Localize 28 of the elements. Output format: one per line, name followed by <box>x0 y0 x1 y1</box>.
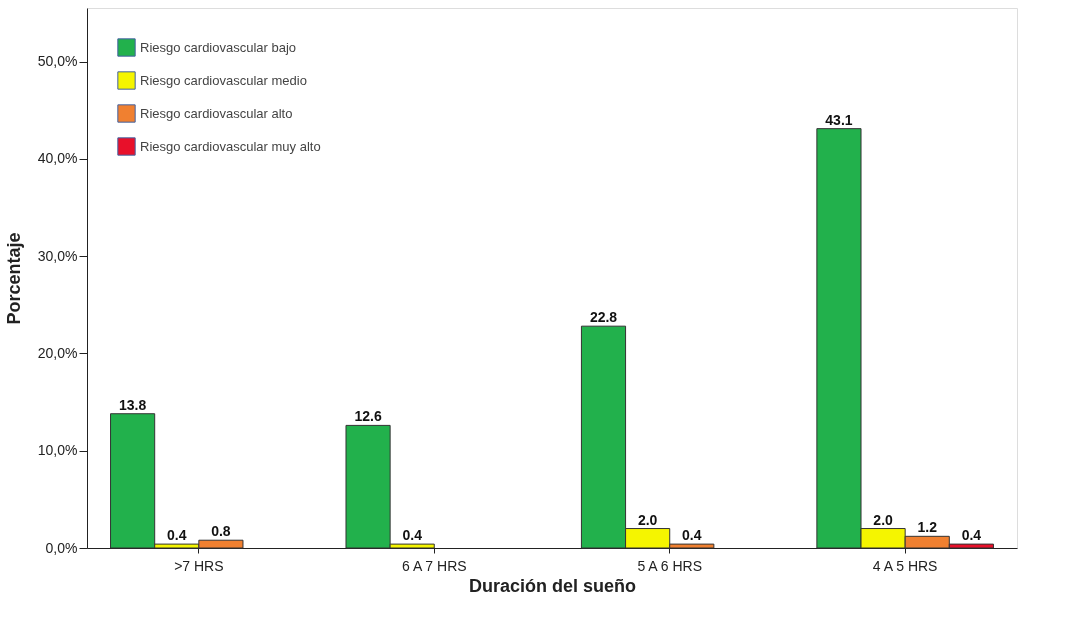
y-tick-label: 40,0% <box>37 150 78 167</box>
y-axis-title: Porcentaje <box>3 232 24 325</box>
data-label: 0.4 <box>682 527 702 544</box>
x-tick-label: 5 A 6 HRS <box>637 557 703 574</box>
data-label: 1.2 <box>917 519 938 536</box>
data-label: 12.6 <box>354 408 382 425</box>
legend-label: Riesgo cardiovascular medio <box>140 72 307 88</box>
legend-label: Riesgo cardiovascular alto <box>140 105 293 121</box>
data-label: 0.4 <box>167 527 187 544</box>
x-tick-label: 4 A 5 HRS <box>872 557 938 574</box>
y-tick-label: 0,0% <box>45 539 78 556</box>
y-tick-label: 20,0% <box>37 344 78 361</box>
x-axis-title: Duración del sueño <box>468 575 637 596</box>
y-tick-label: 10,0% <box>37 442 78 459</box>
legend-label: Riesgo cardiovascular bajo <box>140 39 297 55</box>
data-label: 22.8 <box>589 309 618 326</box>
data-label: 0.4 <box>402 527 423 544</box>
data-label: 0.8 <box>211 523 231 540</box>
x-tick-label: 6 A 7 HRS <box>401 557 467 574</box>
data-label: 2.0 <box>637 511 658 528</box>
data-label: 43.1 <box>825 111 853 128</box>
y-tick-label: 30,0% <box>37 247 78 264</box>
legend-label: Riesgo cardiovascular muy alto <box>140 138 321 154</box>
data-label: 0.4 <box>961 527 982 544</box>
y-tick-label: 50,0% <box>37 53 78 70</box>
data-label: 2.0 <box>873 511 894 528</box>
x-tick-label: >7 HRS <box>174 557 224 574</box>
data-label: 13.8 <box>118 396 147 413</box>
